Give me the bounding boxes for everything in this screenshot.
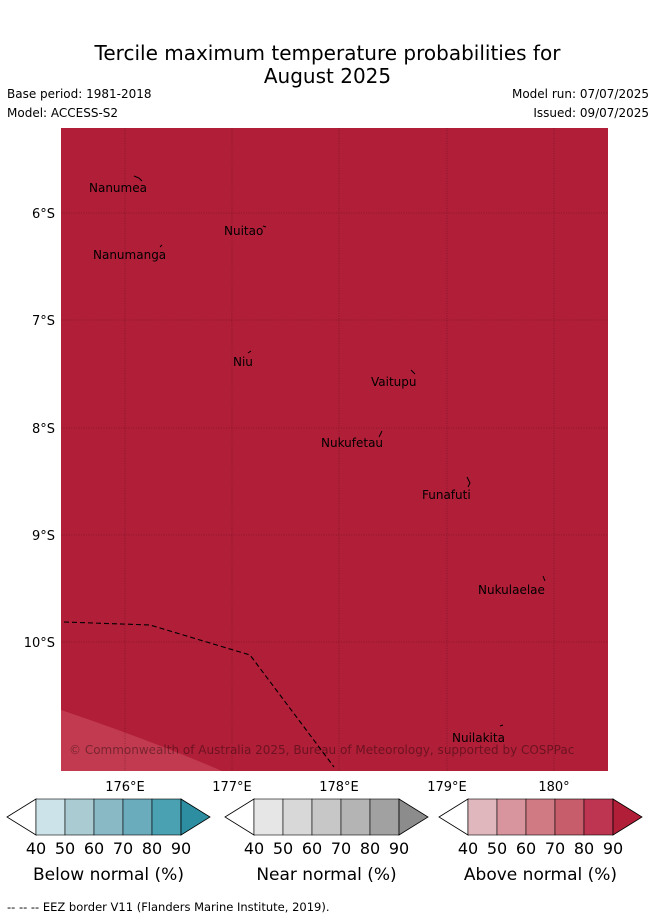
colorbar-title: Above normal (%) [464,865,617,885]
place-label: Niu [233,355,253,369]
colorbar-group: 40 50 60 70 80 90 Near normal (%) [224,798,429,885]
lon-label: 178°E [319,780,359,795]
colorbar-segment [554,798,585,836]
island-nanumea [133,175,143,182]
colorbar-tick-label: 80 [142,839,162,858]
island-nanumanga [159,244,163,248]
colorbar-segment [496,798,527,836]
colorbar-segment [93,798,124,836]
island-nukufetau [378,430,383,438]
colorbar-max-arrow [180,798,211,836]
place-label: Nuilakita [452,731,505,745]
graticule [61,128,608,771]
base-period: Base period: 1981-2018 [7,87,152,101]
above-normal-fill [61,128,608,771]
lon-label: 177°E [212,780,252,795]
colorbar-tick-label: 70 [331,839,351,858]
map-title: Tercile maximum temperature probabilitie… [0,42,655,88]
island-niu [247,350,252,354]
place-label: Nukulaelae [478,583,545,597]
colorbar-min-arrow [224,798,255,836]
colorbar-tick-label: 80 [574,839,594,858]
colorbar-title: Near normal (%) [256,865,396,885]
colorbar-tick-label: 90 [603,839,623,858]
colorbar-segment [525,798,556,836]
colorbar-tick-label: 40 [26,839,46,858]
colorbar-segment [340,798,371,836]
colorbar-min-arrow [438,798,469,836]
colorbar-tick-label: 40 [458,839,478,858]
colorbar-tick-label: 80 [360,839,380,858]
colorbar-segment [253,798,284,836]
lat-label: 6°S [32,207,55,222]
lat-label: 9°S [32,529,55,544]
colorbar-group: 40 50 60 70 80 90 Above normal (%) [438,798,643,885]
colorbar-segment [64,798,95,836]
place-label: Nukufetau [321,436,383,450]
colorbar-tick-label: 60 [516,839,536,858]
eez-footnote: -- -- -- EEZ border V11 (Flanders Marine… [7,900,330,914]
lat-label: 10°S [24,636,55,651]
colorbar-group: 40 50 60 70 80 90 Below normal (%) [6,798,211,885]
colorbar-segment [583,798,614,836]
island-vaitupu [410,369,416,375]
colorbar-tick-label: 90 [171,839,191,858]
model-name: Model: ACCESS-S2 [7,106,119,120]
islands [133,175,546,727]
colorbar-tick-label: 60 [84,839,104,858]
lat-label: 8°S [32,422,55,437]
colorbar-segment [311,798,342,836]
colorbar-max-arrow [398,798,429,836]
lower-probability-area [61,710,222,771]
colorbar-tick-label: 60 [302,839,322,858]
colorbar-min-arrow [6,798,37,836]
colorbar-segment [151,798,182,836]
colorbar-tick-label: 90 [389,839,409,858]
probability-map: Nanumea Nuitao Nanumanga Niu Vaitupu Nuk… [24,128,608,795]
eez-border [63,621,335,768]
colorbar-tick-label: 50 [273,839,293,858]
colorbar-segment [282,798,313,836]
place-label: Nuitao [224,224,263,238]
island-nuilakita [499,724,504,727]
place-label: Nanumea [89,181,147,195]
lat-label: 7°S [32,314,55,329]
lon-label: 180° [538,780,569,795]
colorbar-tick-label: 70 [113,839,133,858]
island-funafuti [466,476,471,488]
colorbar-segment [467,798,498,836]
colorbar-tick-label: 50 [487,839,507,858]
place-label: Nanumanga [93,248,166,262]
colorbar-tick-label: 50 [55,839,75,858]
island-nukulaelae [542,575,546,582]
model-run: Model run: 07/07/2025 [511,87,649,101]
copyright-text: © Commonwealth of Australia 2025, Bureau… [69,743,574,757]
colorbar-tick-label: 70 [545,839,565,858]
island-nuitao [262,225,267,228]
title-line-1: Tercile maximum temperature probabilitie… [94,41,561,65]
place-label: Funafuti [422,488,471,502]
place-label: Vaitupu [371,375,417,389]
title-line-2: August 2025 [263,64,392,88]
issued-date: Issued: 09/07/2025 [533,106,649,120]
colorbar-tick-label: 40 [244,839,264,858]
lon-label: 176°E [105,780,145,795]
colorbar-max-arrow [612,798,643,836]
lon-label: 179°E [427,780,467,795]
colorbar-segment [35,798,66,836]
colorbar-title: Below normal (%) [33,865,184,885]
colorbar-segment [122,798,153,836]
colorbar-segment [369,798,400,836]
